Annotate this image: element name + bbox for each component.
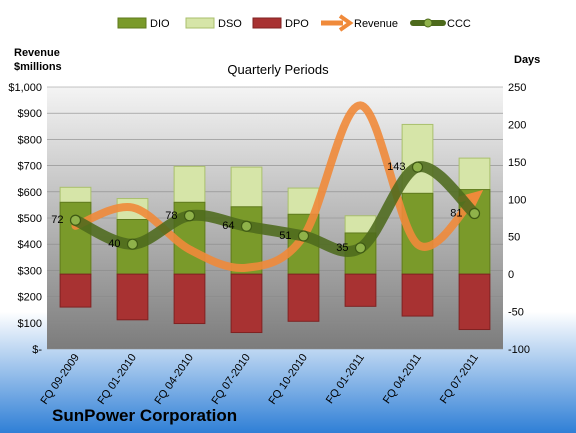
ccc-data-label: 81	[450, 208, 462, 220]
dpo-bar	[59, 273, 92, 308]
dio-bar	[59, 201, 92, 275]
left-tick-label: $1,000	[8, 82, 42, 94]
legend-revenue-label: Revenue	[354, 18, 398, 30]
legend-ccc-marker	[423, 18, 433, 28]
legend-dso-swatch	[185, 17, 215, 29]
dpo-bar	[287, 273, 320, 322]
dpo-bar	[173, 273, 206, 325]
dpo-bar	[401, 273, 434, 317]
right-tick-label: -100	[508, 344, 530, 356]
ccc-series: 72 40 78 64 51 35 143 81	[51, 161, 481, 257]
dpo-bar	[344, 273, 377, 307]
chart-subtitle: Quarterly Periods	[227, 62, 329, 77]
left-tick-label: $400	[18, 239, 42, 251]
left-tick-label: $200	[18, 292, 42, 304]
right-tick-labels: -100 -50 0 50 100 150 200 250	[508, 82, 530, 356]
left-tick-label: $300	[18, 265, 42, 277]
ccc-data-label: 35	[336, 242, 348, 254]
left-axis-title-line1: Revenue	[14, 47, 60, 59]
ccc-data-label: 51	[279, 230, 291, 242]
right-tick-label: -50	[508, 307, 524, 319]
left-tick-label: $900	[18, 108, 42, 120]
left-tick-label: $500	[18, 213, 42, 225]
legend-revenue-arrow-icon	[338, 14, 354, 32]
ccc-data-label: 72	[51, 214, 63, 226]
legend-dpo-label: DPO	[285, 18, 309, 30]
left-tick-labels: $- $100 $200 $300 $400 $500 $600 $700 $800 $900 $1…	[8, 82, 42, 356]
ccc-point	[411, 161, 424, 173]
ccc-point	[183, 210, 196, 222]
right-tick-label: 200	[508, 119, 526, 131]
right-axis-title: Days	[514, 54, 540, 66]
ccc-data-label: 64	[222, 220, 234, 232]
legend: DIO DSO DPO Revenue CCC	[117, 14, 471, 32]
ccc-data-label: 78	[165, 210, 177, 222]
legend-dio-label: DIO	[150, 18, 170, 30]
left-axis-title-line2: $millions	[14, 61, 62, 73]
dpo-bar	[230, 273, 263, 334]
ccc-point	[297, 230, 310, 242]
right-tick-label: 150	[508, 157, 526, 169]
ccc-point	[354, 242, 367, 254]
ccc-point	[69, 214, 82, 226]
company-name: SunPower Corporation	[52, 406, 237, 425]
left-tick-label: $800	[18, 134, 42, 146]
right-tick-label: 250	[508, 82, 526, 94]
legend-ccc-label: CCC	[447, 18, 471, 30]
left-tick-label: $100	[18, 318, 42, 330]
dpo-bar	[458, 273, 491, 331]
left-tick-label: $-	[32, 344, 42, 356]
right-tick-label: 50	[508, 232, 520, 244]
ccc-point	[126, 238, 139, 250]
left-tick-label: $600	[18, 187, 42, 199]
right-tick-label: 100	[508, 194, 526, 206]
ccc-data-label: 40	[108, 238, 120, 250]
ccc-data-label: 143	[387, 161, 405, 173]
legend-dso-label: DSO	[218, 18, 242, 30]
ccc-point	[468, 207, 481, 220]
legend-dio-swatch	[117, 17, 147, 29]
right-tick-label: 0	[508, 269, 514, 281]
legend-dpo-swatch	[252, 17, 282, 29]
left-tick-label: $700	[18, 161, 42, 173]
dpo-bar	[116, 273, 149, 321]
ccc-point	[240, 220, 253, 232]
